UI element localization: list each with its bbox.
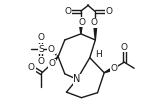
Text: O: O: [37, 33, 44, 42]
Text: S: S: [38, 45, 44, 54]
Text: O: O: [91, 18, 98, 27]
Text: O: O: [64, 7, 71, 16]
Polygon shape: [104, 67, 115, 73]
Polygon shape: [93, 23, 97, 40]
Text: H: H: [95, 50, 102, 59]
Text: O: O: [79, 18, 85, 27]
Polygon shape: [49, 57, 58, 66]
Text: O: O: [37, 56, 44, 66]
Text: O: O: [105, 7, 112, 16]
Text: O: O: [28, 63, 35, 72]
Text: O: O: [48, 45, 55, 54]
Text: N: N: [73, 74, 81, 84]
Text: O: O: [111, 64, 118, 73]
Text: O: O: [121, 43, 128, 52]
Text: O: O: [49, 59, 56, 68]
Polygon shape: [79, 22, 83, 34]
